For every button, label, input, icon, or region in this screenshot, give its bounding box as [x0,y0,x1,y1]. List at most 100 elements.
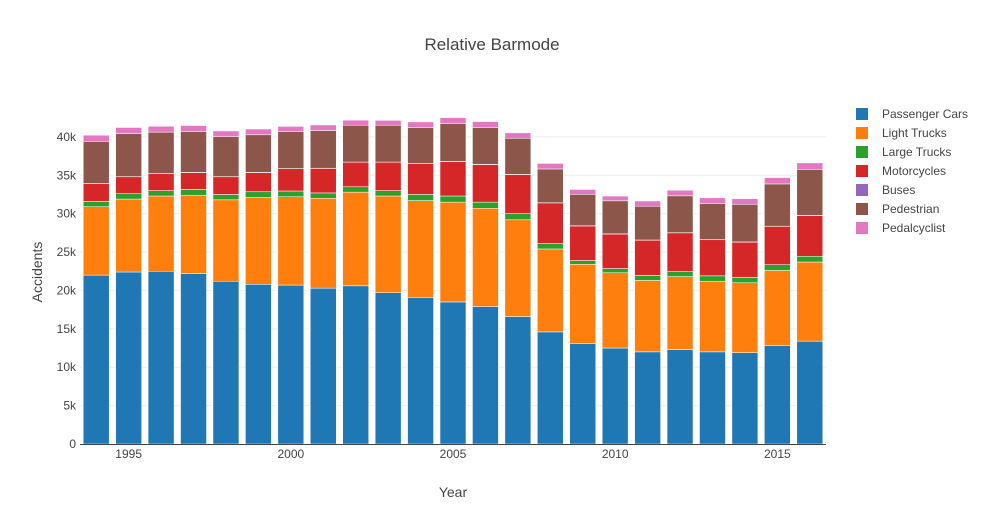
bar-segment[interactable] [667,350,693,444]
bar-segment[interactable] [732,204,758,242]
bar-segment[interactable] [440,202,466,302]
bar-segment[interactable] [83,207,109,275]
bar-segment[interactable] [732,199,758,205]
bar-segment[interactable] [537,332,563,444]
bar-segment[interactable] [343,162,369,187]
bar-segment[interactable] [602,196,628,201]
bar-segment[interactable] [570,194,596,225]
bar-segment[interactable] [602,269,628,273]
bar-segment[interactable] [667,196,693,233]
bar-segment[interactable] [310,125,336,131]
bar-segment[interactable] [472,128,498,165]
bar-segment[interactable] [181,132,207,173]
bar-segment[interactable] [764,226,790,264]
bar-segment[interactable] [440,302,466,444]
bar-segment[interactable] [732,283,758,353]
bar-segment[interactable] [181,195,207,273]
bar-segment[interactable] [797,216,823,257]
bar-segment[interactable] [635,206,661,240]
bar-segment[interactable] [537,169,563,203]
legend-item[interactable]: Motorcycles [856,164,946,178]
bar-segment[interactable] [310,198,336,288]
bar-segment[interactable] [700,240,726,276]
bar-segment[interactable] [310,288,336,444]
bar-segment[interactable] [181,126,207,132]
bar-segment[interactable] [667,190,693,196]
bar-segment[interactable] [310,193,336,198]
bar-segment[interactable] [700,198,726,204]
legend-item[interactable]: Pedestrian [856,202,939,216]
bar-segment[interactable] [408,164,434,195]
bar-segment[interactable] [667,271,693,276]
bar-segment[interactable] [635,280,661,351]
bar-segment[interactable] [278,126,304,131]
bar-segment[interactable] [505,133,531,138]
bar-segment[interactable] [375,162,401,190]
legend-item[interactable]: Buses [856,183,915,197]
bar-segment[interactable] [472,307,498,444]
bar-segment[interactable] [343,120,369,125]
bar-segment[interactable] [505,138,531,174]
bar-segment[interactable] [472,208,498,306]
bar-segment[interactable] [213,194,239,199]
bar-segment[interactable] [797,256,823,262]
bar-segment[interactable] [181,189,207,195]
bar-segment[interactable] [375,293,401,444]
bar-segment[interactable] [408,194,434,200]
bar-segment[interactable] [797,341,823,444]
bar-segment[interactable] [213,200,239,281]
bar-segment[interactable] [213,281,239,444]
bar-segment[interactable] [245,129,271,135]
bar-segment[interactable] [602,348,628,444]
bar-segment[interactable] [148,191,174,196]
bar-segment[interactable] [310,131,336,169]
bar-segment[interactable] [343,187,369,192]
bar-segment[interactable] [635,352,661,444]
bar-segment[interactable] [732,242,758,277]
bar-segment[interactable] [602,273,628,348]
bar-segment[interactable] [408,201,434,298]
bar-segment[interactable] [375,120,401,125]
legend-item[interactable]: Passenger Cars [856,107,968,121]
bar-segment[interactable] [181,274,207,444]
bar-segment[interactable] [440,196,466,202]
bar-segment[interactable] [440,118,466,124]
bar-segment[interactable] [635,240,661,275]
bar-segment[interactable] [537,244,563,249]
bar-segment[interactable] [278,132,304,169]
bar-segment[interactable] [148,126,174,132]
bar-segment[interactable] [732,353,758,444]
bar-segment[interactable] [764,178,790,184]
bar-segment[interactable] [116,128,142,134]
bar-segment[interactable] [278,169,304,191]
bar-segment[interactable] [764,346,790,444]
legend-item[interactable]: Light Trucks [856,126,947,140]
bar-segment[interactable] [83,275,109,444]
bar-segment[interactable] [764,270,790,345]
bar-segment[interactable] [764,184,790,226]
bar-segment[interactable] [245,135,271,173]
bar-segment[interactable] [764,265,790,271]
bar-segment[interactable] [408,297,434,444]
bar-segment[interactable] [732,277,758,282]
bar-segment[interactable] [700,281,726,352]
bar-segment[interactable] [700,276,726,281]
legend-item[interactable]: Large Trucks [856,145,951,159]
bar-segment[interactable] [116,272,142,444]
bar-segment[interactable] [245,284,271,444]
bar-segment[interactable] [797,169,823,215]
bar-segment[interactable] [245,198,271,285]
bar-segment[interactable] [667,277,693,350]
bar-segment[interactable] [797,262,823,341]
bar-segment[interactable] [83,201,109,206]
bar-segment[interactable] [537,249,563,332]
bar-segment[interactable] [278,285,304,444]
bar-segment[interactable] [213,131,239,137]
bar-segment[interactable] [472,165,498,203]
bar-segment[interactable] [375,125,401,162]
bar-segment[interactable] [278,191,304,197]
bar-segment[interactable] [116,134,142,177]
bar-segment[interactable] [505,174,531,213]
bar-segment[interactable] [797,163,823,169]
bar-segment[interactable] [602,201,628,234]
